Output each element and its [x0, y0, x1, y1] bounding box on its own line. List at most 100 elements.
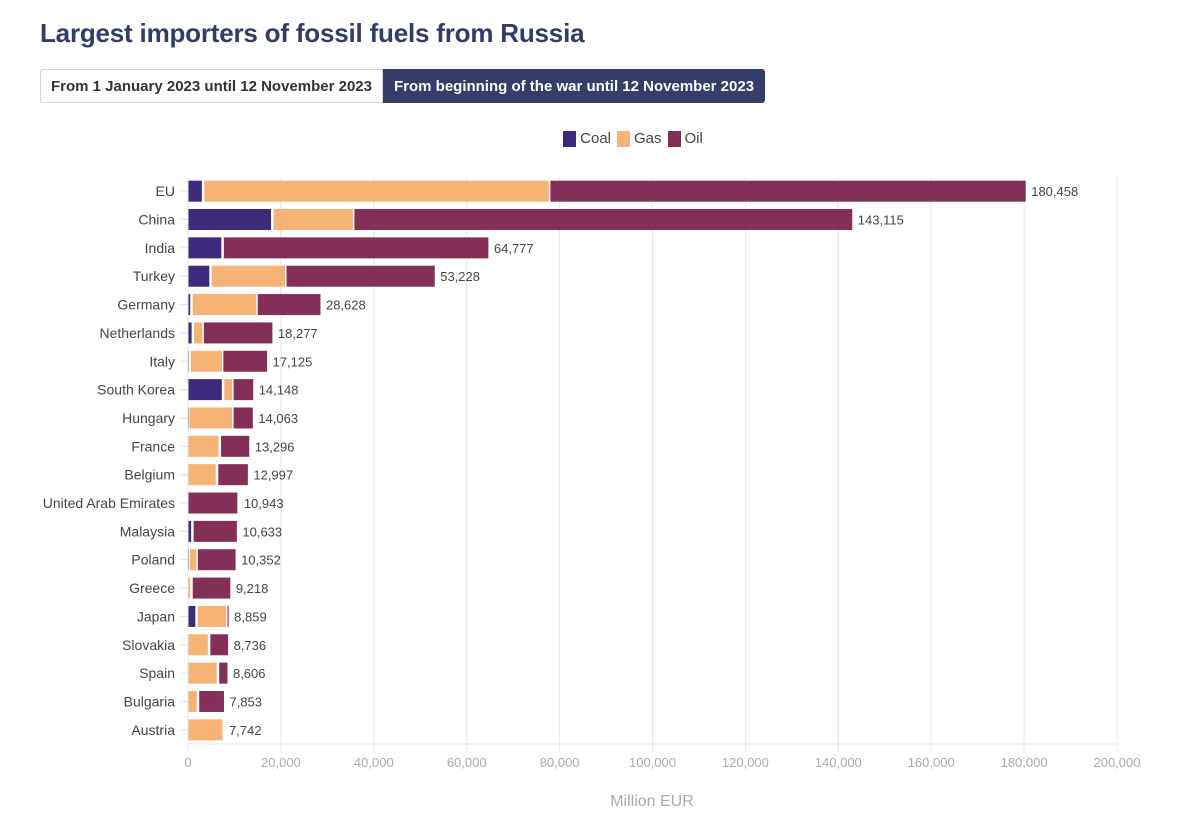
bar-segment-gas[interactable]: [188, 719, 223, 741]
bar-segment-gas[interactable]: [188, 577, 191, 599]
bar-segment-oil[interactable]: [221, 435, 250, 457]
bar-segment-coal[interactable]: [188, 605, 196, 627]
category-label: Turkey: [133, 268, 175, 284]
category-label: France: [131, 438, 175, 454]
bar-segment-gas[interactable]: [189, 549, 197, 571]
category-label: China: [138, 212, 175, 228]
bar-segment-oil[interactable]: [550, 180, 1026, 202]
legend-swatch-gas: [617, 130, 630, 147]
bar-segment-coal[interactable]: [188, 237, 222, 259]
value-label: 13,296: [255, 439, 295, 454]
category-label: Hungary: [122, 410, 175, 426]
legend-swatch-coal: [563, 130, 577, 147]
legend-label-gas: Gas: [634, 130, 662, 147]
bar-segment-oil[interactable]: [227, 605, 229, 627]
x-tick-label: 160,000: [908, 755, 955, 770]
x-axis: 0 20,000 40,000 60,000 80,000 100,000 120,000 1…: [184, 177, 1141, 770]
bar-segment-oil[interactable]: [218, 464, 248, 486]
legend-item-gas[interactable]: Gas: [617, 130, 662, 147]
value-label: 7,742: [229, 723, 262, 738]
legend: Coal Gas Oil: [0, 130, 1200, 147]
value-label: 10,943: [244, 496, 284, 511]
bar-segment-gas[interactable]: [194, 322, 203, 344]
bar-segment-oil[interactable]: [192, 577, 231, 599]
x-tick-label: 200,000: [1094, 755, 1141, 770]
value-label: 12,997: [253, 468, 293, 483]
x-tick-label: 140,000: [815, 755, 862, 770]
legend-item-oil[interactable]: Oil: [667, 130, 703, 147]
bar-segment-gas[interactable]: [188, 464, 216, 486]
category-label: Belgium: [124, 467, 175, 483]
bar-segment-gas[interactable]: [188, 690, 197, 712]
category-label: Italy: [149, 353, 175, 369]
value-label: 18,277: [278, 326, 318, 341]
x-tick-label: 180,000: [1001, 755, 1048, 770]
bar-segment-oil[interactable]: [223, 350, 268, 372]
bar-segment-gas[interactable]: [204, 180, 549, 202]
bar-segment-gas[interactable]: [197, 605, 227, 627]
category-label: Spain: [139, 665, 175, 681]
bar-segment-gas[interactable]: [192, 294, 257, 316]
bar-segment-gas[interactable]: [188, 634, 208, 656]
legend-swatch-oil: [667, 130, 681, 147]
bar-segment-coal[interactable]: [188, 294, 191, 316]
bar-segment-oil[interactable]: [354, 209, 853, 231]
value-label: 180,458: [1031, 184, 1078, 199]
legend-item-coal[interactable]: Coal: [563, 130, 611, 147]
bar-segment-coal[interactable]: [188, 379, 222, 401]
bar-segment-gas[interactable]: [189, 407, 233, 429]
value-labels: 180,458 143,115 64,777 53,228 28,628 18,277 17…: [229, 184, 1078, 738]
bar-segment-coal[interactable]: [188, 209, 272, 231]
period-2023-button[interactable]: From 1 January 2023 until 12 November 20…: [40, 69, 383, 103]
x-tick-label: 120,000: [722, 755, 769, 770]
bar-segment-coal[interactable]: [188, 180, 202, 202]
bar-segment-gas[interactable]: [224, 379, 233, 401]
bar-segment-coal[interactable]: [188, 322, 192, 344]
bar-segment-coal[interactable]: [188, 265, 210, 287]
legend-label-oil: Oil: [684, 130, 703, 147]
bar-segment-oil[interactable]: [233, 379, 254, 401]
bar-segment-oil[interactable]: [233, 407, 253, 429]
x-tick-label: 40,000: [354, 755, 394, 770]
bar-segment-gas[interactable]: [188, 662, 217, 684]
period-war-button[interactable]: From beginning of the war until 12 Novem…: [382, 69, 766, 103]
bar-segment-oil[interactable]: [188, 492, 238, 514]
category-label: Austria: [131, 722, 175, 738]
bar-segment-oil[interactable]: [193, 520, 237, 542]
value-label: 53,228: [440, 269, 480, 284]
chart-title: Largest importers of fossil fuels from R…: [40, 18, 585, 48]
bars: [188, 180, 1026, 741]
value-label: 8,736: [234, 638, 267, 653]
value-label: 17,125: [273, 354, 313, 369]
category-label: South Korea: [97, 382, 175, 398]
bar-segment-gas[interactable]: [190, 350, 222, 372]
value-label: 64,777: [494, 241, 534, 256]
bar-segment-oil[interactable]: [199, 690, 224, 712]
value-label: 28,628: [326, 298, 366, 313]
bar-segment-gas[interactable]: [273, 209, 353, 231]
category-label: Germany: [117, 297, 175, 313]
bar-segment-oil[interactable]: [286, 265, 435, 287]
bar-segment-coal[interactable]: [188, 520, 192, 542]
category-labels: EU China India Turkey Germany Netherlands Ital…: [43, 183, 188, 738]
bar-segment-oil[interactable]: [203, 322, 273, 344]
category-label: Bulgaria: [124, 693, 176, 709]
value-label: 10,352: [241, 553, 281, 568]
category-label: United Arab Emirates: [43, 495, 175, 511]
bar-segment-oil[interactable]: [223, 237, 489, 259]
value-label: 143,115: [858, 213, 904, 228]
category-label: Poland: [131, 552, 175, 568]
x-tick-label: 60,000: [447, 755, 487, 770]
x-tick-label: 20,000: [261, 755, 301, 770]
bar-segment-oil[interactable]: [197, 549, 236, 571]
category-label: Netherlands: [100, 325, 176, 341]
bar-segment-oil[interactable]: [210, 634, 229, 656]
value-label: 14,063: [258, 411, 298, 426]
gridlines: [187, 177, 1118, 752]
x-tick-label: 80,000: [540, 755, 580, 770]
bar-segment-oil[interactable]: [257, 294, 321, 316]
bar-segment-gas[interactable]: [211, 265, 286, 287]
bar-segment-gas[interactable]: [188, 435, 219, 457]
bar-segment-oil[interactable]: [219, 662, 228, 684]
